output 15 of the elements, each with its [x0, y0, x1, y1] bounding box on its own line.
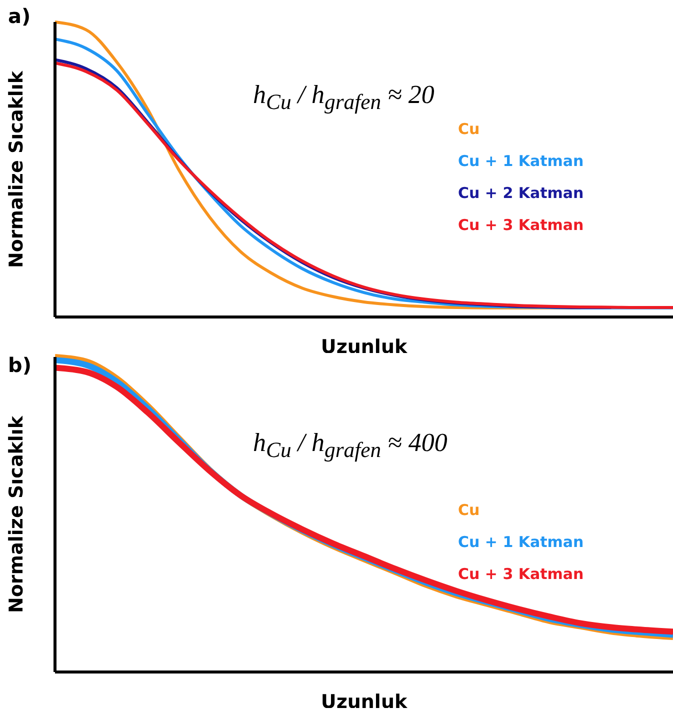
chart-title: a)	[8, 4, 31, 28]
y-axis-title: Normalize Sıcaklık	[6, 70, 28, 268]
annotation: h$_{Cu}$ / h$_{grafen}$ ≈ 20	[253, 80, 434, 116]
chart-title: b)	[8, 353, 32, 377]
text: Cu + 3 Katman	[458, 216, 584, 236]
annotation: h$_{Cu}$ / h$_{grafen}$ ≈ 400	[253, 428, 448, 464]
text: Cu + 1 Katman	[458, 533, 584, 553]
text: Cu + 2 Katman	[458, 184, 584, 204]
x-axis-title: Uzunluk	[320, 691, 408, 713]
text: Cu	[458, 501, 481, 521]
y-axis-title: Normalize Sıcaklık	[6, 416, 28, 614]
x-axis-title: Uzunluk	[320, 336, 408, 358]
series-label: Cu + 3 Katman	[458, 565, 584, 585]
text: Cu + 1 Katman	[458, 152, 584, 172]
text: Cu	[458, 120, 481, 140]
